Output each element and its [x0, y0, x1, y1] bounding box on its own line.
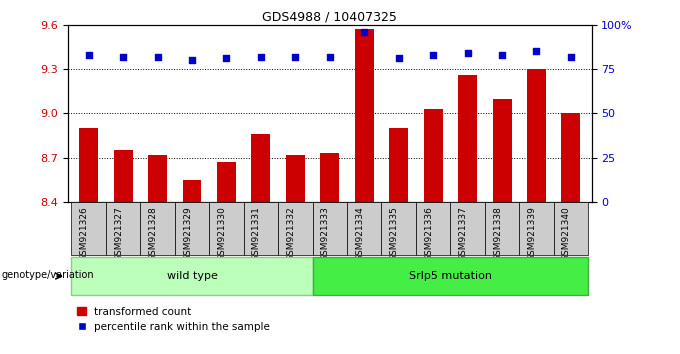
- Bar: [320, 153, 339, 202]
- FancyBboxPatch shape: [71, 257, 313, 295]
- Point: [221, 56, 232, 61]
- Text: GSM921331: GSM921331: [252, 206, 261, 261]
- FancyBboxPatch shape: [175, 202, 209, 255]
- Point: [428, 52, 439, 58]
- Bar: [252, 134, 271, 202]
- Text: GSM921340: GSM921340: [562, 206, 571, 261]
- Text: GSM921329: GSM921329: [183, 206, 192, 261]
- Point: [256, 54, 267, 59]
- Bar: [527, 69, 546, 202]
- Text: GSM921328: GSM921328: [148, 206, 158, 261]
- Text: GSM921338: GSM921338: [493, 206, 502, 261]
- FancyBboxPatch shape: [416, 202, 450, 255]
- FancyBboxPatch shape: [347, 202, 381, 255]
- Bar: [355, 29, 374, 202]
- Text: Srlp5 mutation: Srlp5 mutation: [409, 271, 492, 281]
- Text: GSM921333: GSM921333: [321, 206, 330, 261]
- Point: [290, 54, 301, 59]
- Text: wild type: wild type: [167, 271, 218, 281]
- Point: [152, 54, 163, 59]
- FancyBboxPatch shape: [243, 202, 278, 255]
- Text: GSM921334: GSM921334: [355, 206, 364, 261]
- Bar: [424, 109, 443, 202]
- Text: GSM921326: GSM921326: [80, 206, 88, 261]
- Point: [496, 52, 507, 58]
- Text: GSM921339: GSM921339: [528, 206, 537, 261]
- Legend: transformed count, percentile rank within the sample: transformed count, percentile rank withi…: [73, 303, 274, 336]
- Title: GDS4988 / 10407325: GDS4988 / 10407325: [262, 11, 397, 24]
- Point: [324, 54, 335, 59]
- Text: GSM921330: GSM921330: [218, 206, 226, 261]
- Point: [531, 48, 542, 54]
- FancyBboxPatch shape: [313, 257, 588, 295]
- Text: GSM921327: GSM921327: [114, 206, 123, 261]
- Bar: [79, 128, 98, 202]
- FancyBboxPatch shape: [485, 202, 520, 255]
- Point: [359, 29, 370, 35]
- FancyBboxPatch shape: [140, 202, 175, 255]
- Point: [462, 50, 473, 56]
- FancyBboxPatch shape: [71, 202, 106, 255]
- FancyBboxPatch shape: [106, 202, 140, 255]
- Bar: [182, 180, 201, 202]
- Bar: [217, 162, 236, 202]
- Point: [566, 54, 577, 59]
- FancyBboxPatch shape: [450, 202, 485, 255]
- Bar: [458, 75, 477, 202]
- Text: GSM921335: GSM921335: [390, 206, 398, 261]
- FancyBboxPatch shape: [520, 202, 554, 255]
- Bar: [148, 155, 167, 202]
- Point: [83, 52, 94, 58]
- Point: [186, 57, 197, 63]
- FancyBboxPatch shape: [278, 202, 313, 255]
- Bar: [286, 155, 305, 202]
- Text: GSM921336: GSM921336: [424, 206, 433, 261]
- Point: [118, 54, 129, 59]
- Point: [393, 56, 404, 61]
- FancyBboxPatch shape: [381, 202, 416, 255]
- Text: genotype/variation: genotype/variation: [1, 270, 94, 280]
- FancyBboxPatch shape: [554, 202, 588, 255]
- Bar: [562, 113, 581, 202]
- Bar: [492, 98, 511, 202]
- Text: GSM921337: GSM921337: [458, 206, 468, 261]
- Bar: [389, 128, 408, 202]
- FancyBboxPatch shape: [209, 202, 243, 255]
- FancyBboxPatch shape: [313, 202, 347, 255]
- Text: GSM921332: GSM921332: [286, 206, 295, 261]
- Bar: [114, 150, 133, 202]
